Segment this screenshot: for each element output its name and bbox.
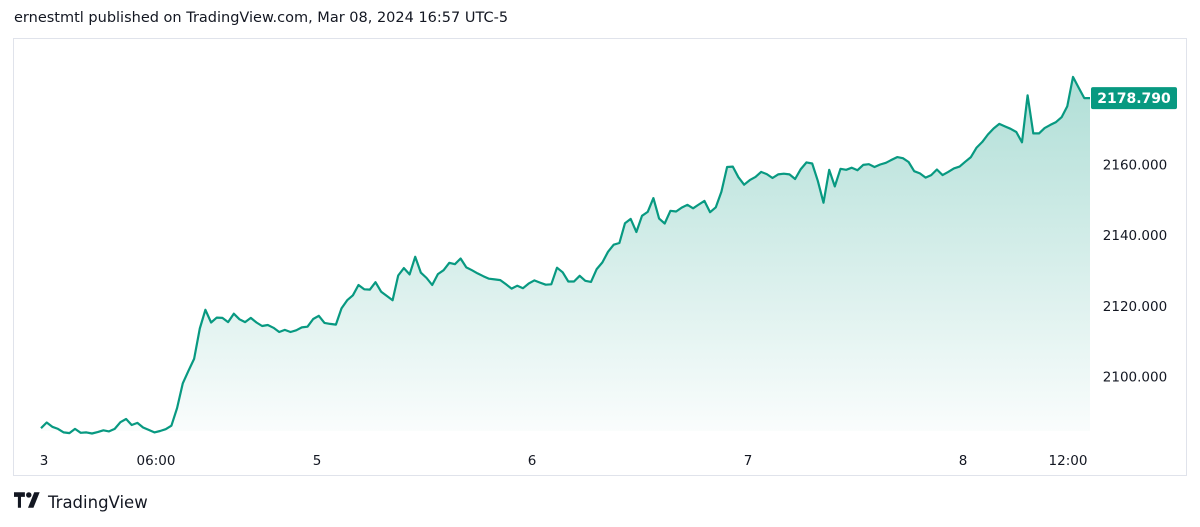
price-line bbox=[40, 75, 1090, 435]
x-tick-label: 8 bbox=[959, 453, 968, 469]
price-area-fill bbox=[41, 76, 1090, 434]
y-tick-label: 2100.000 bbox=[1103, 370, 1167, 386]
x-tick-label: 6 bbox=[528, 453, 537, 469]
y-tick-label: 2160.000 bbox=[1103, 158, 1167, 174]
publish-info: ernestmtl published on TradingView.com, … bbox=[14, 10, 509, 26]
last-price-label: 2178.790 bbox=[1097, 91, 1171, 107]
x-tick-label: 3 bbox=[40, 453, 49, 469]
y-tick-label: 2140.000 bbox=[1103, 228, 1167, 244]
x-tick-label: 06:00 bbox=[137, 453, 176, 469]
x-tick-label: 5 bbox=[313, 453, 322, 469]
brand-name: TradingView bbox=[48, 492, 148, 512]
last-price-badge bbox=[1091, 87, 1177, 110]
y-tick-label: 2120.000 bbox=[1103, 299, 1167, 315]
chart-frame bbox=[13, 38, 1187, 476]
x-tick-label: 7 bbox=[744, 453, 753, 469]
tradingview-logo-icon bbox=[14, 492, 42, 512]
x-tick-label: 12:00 bbox=[1049, 453, 1088, 469]
tradingview-branding[interactable]: TradingView bbox=[14, 492, 148, 512]
